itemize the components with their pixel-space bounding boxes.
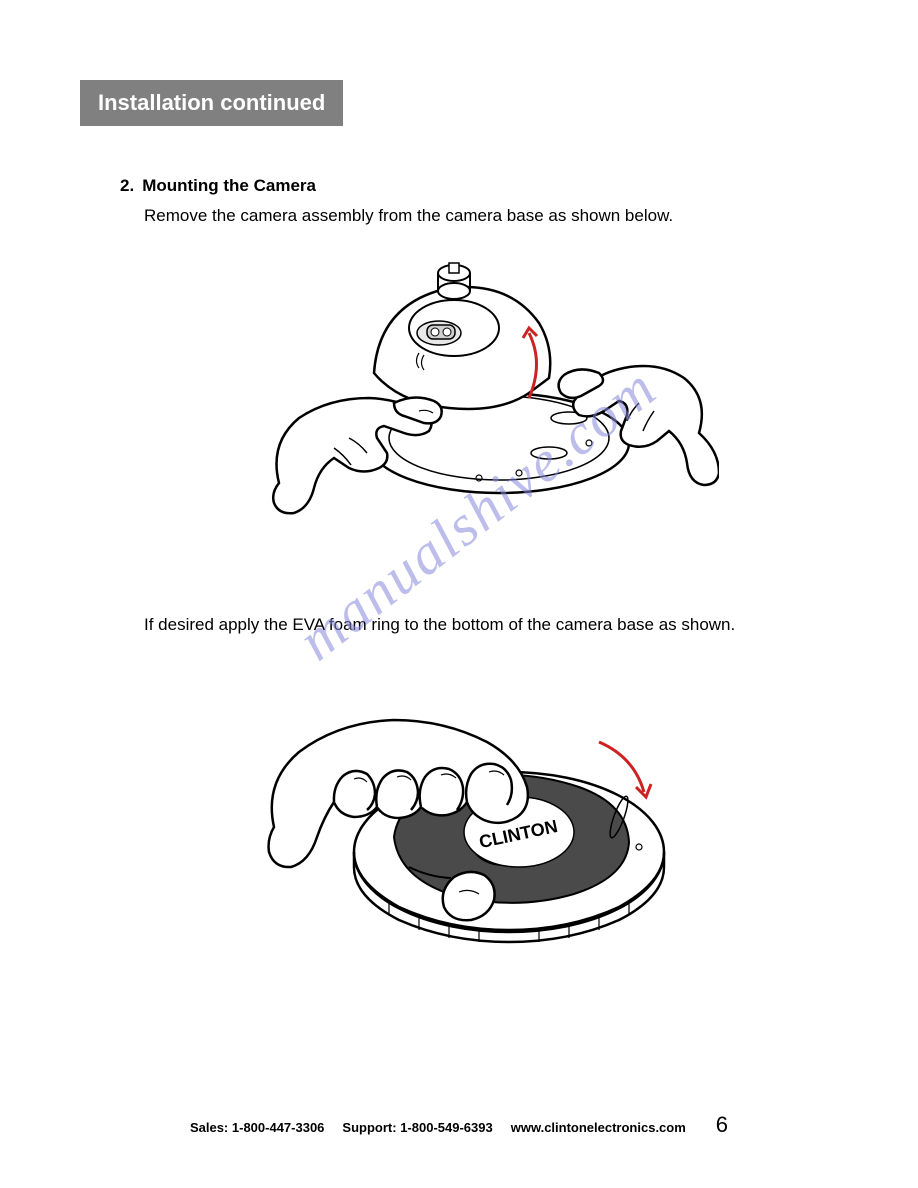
footer-support: Support: 1-800-549-6393 <box>342 1120 492 1135</box>
step-text-2: If desired apply the EVA foam ring to th… <box>144 613 818 637</box>
step-title: Mounting the Camera <box>142 176 316 196</box>
support-label: Support: <box>342 1120 396 1135</box>
illustration-1 <box>219 243 719 573</box>
document-page: Installation continued 2. Mounting the C… <box>0 0 918 1188</box>
footer: Sales: 1-800-447-3306 Support: 1-800-549… <box>0 1112 918 1138</box>
footer-website: www.clintonelectronics.com <box>511 1120 686 1135</box>
step-number: 2. <box>120 176 134 196</box>
sales-number: 1-800-447-3306 <box>232 1120 325 1135</box>
step-text-1: Remove the camera assembly from the came… <box>144 204 818 228</box>
illustration-2: CLINTON <box>219 652 719 982</box>
support-number: 1-800-549-6393 <box>400 1120 493 1135</box>
step-heading: 2. Mounting the Camera <box>120 176 818 196</box>
page-number: 6 <box>716 1112 728 1138</box>
sales-label: Sales: <box>190 1120 228 1135</box>
section-header: Installation continued <box>80 80 343 126</box>
content-area: 2. Mounting the Camera Remove the camera… <box>100 176 818 982</box>
footer-sales: Sales: 1-800-447-3306 <box>190 1120 324 1135</box>
